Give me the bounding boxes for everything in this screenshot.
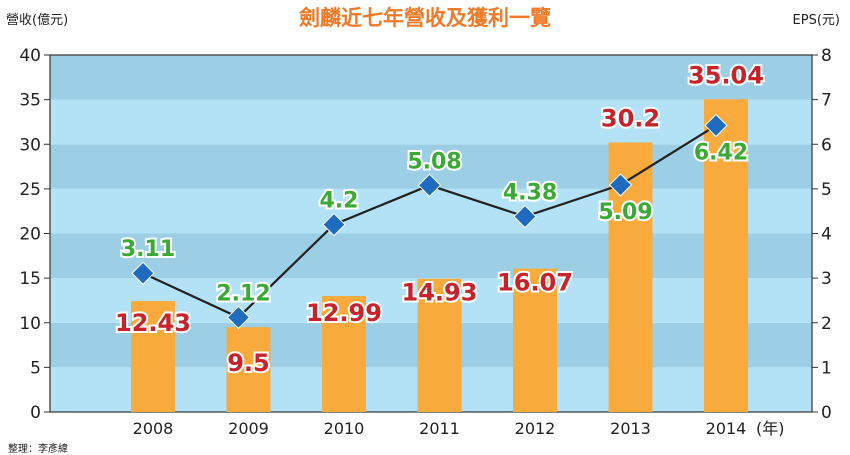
eps-data-label: 3.11 — [121, 237, 175, 262]
left-axis-tick-label: 25 — [19, 180, 41, 200]
revenue-bar — [226, 327, 271, 412]
eps-point — [417, 173, 442, 198]
revenue-data-label: 12.43 — [115, 309, 191, 337]
right-axis-tick-label: 8 — [821, 46, 832, 66]
right-axis-unit-label: EPS(元) — [793, 13, 840, 28]
revenue-data-label: 35.04 — [688, 61, 764, 89]
eps-point — [513, 204, 537, 229]
revenue-data-label: 16.07 — [497, 269, 573, 297]
eps-point — [226, 305, 251, 330]
right-axis-tick-label: 1 — [821, 358, 832, 378]
background-band — [50, 233, 812, 279]
eps-point — [322, 212, 346, 237]
eps-data-label: 4.38 — [503, 181, 557, 206]
eps-point — [608, 173, 633, 197]
eps-data-label: 4.2 — [320, 189, 359, 214]
background-band — [50, 55, 812, 100]
right-axis-tick-label: 0 — [821, 403, 832, 423]
eps-data-label: 5.09 — [598, 200, 652, 225]
x-axis-tick-label: 2012 — [515, 419, 556, 438]
right-axis-tick-label: 3 — [821, 269, 832, 289]
right-axis-tick-label: 7 — [821, 91, 832, 111]
right-axis-tick-label: 6 — [821, 135, 832, 155]
right-axis-tick-label: 5 — [821, 180, 832, 200]
eps-point — [704, 113, 728, 138]
revenue-data-label: 12.99 — [306, 299, 382, 327]
revenue-bar — [513, 268, 557, 412]
x-axis-tick-label: 2009 — [228, 419, 269, 438]
x-axis-tick-label: 2013 — [610, 419, 651, 438]
left-axis-tick-label: 20 — [19, 225, 41, 245]
chart-title: 劍麟近七年營收及獲利一覽 — [299, 6, 551, 30]
left-axis-tick-label: 30 — [19, 135, 41, 155]
eps-point — [131, 261, 155, 285]
x-axis-unit-label: (年) — [756, 419, 785, 438]
eps-data-label: 5.08 — [407, 149, 461, 174]
left-axis-tick-label: 10 — [19, 314, 41, 334]
background-band — [50, 188, 812, 234]
background-band — [50, 99, 812, 145]
right-axis-tick-label: 2 — [821, 314, 832, 334]
eps-data-label: 2.12 — [216, 281, 270, 306]
left-axis-tick-label: 35 — [19, 91, 41, 111]
left-axis-tick-label: 40 — [19, 46, 41, 66]
eps-data-label: 6.42 — [694, 141, 748, 166]
left-axis-tick-label: 5 — [30, 358, 41, 378]
x-axis-tick-label: 2014 — [706, 419, 747, 438]
left-axis-tick-label: 0 — [30, 403, 41, 423]
plot-area: 0 5 10 15 20 25 30 35 40 0 1 2 3 4 5 6 7 8 2008 2009 2010 201… — [19, 46, 831, 438]
left-axis-unit-label: 營收(億元) — [6, 12, 68, 28]
x-axis-tick-label: 2010 — [324, 419, 365, 438]
revenue-bar — [704, 99, 748, 412]
x-axis-tick-label: 2008 — [133, 419, 174, 438]
right-axis-tick-label: 4 — [821, 225, 832, 245]
source-credit: 整理：李彥緯 — [8, 442, 68, 455]
revenue-bar — [131, 301, 175, 412]
revenue-data-label: 9.5 — [227, 349, 270, 377]
revenue-data-label: 30.2 — [601, 104, 660, 132]
x-axis-tick-label: 2011 — [419, 419, 460, 438]
revenue-data-label: 14.93 — [402, 279, 478, 307]
revenue-bar — [417, 278, 462, 412]
revenue-bar — [322, 296, 366, 412]
left-axis-tick-label: 15 — [19, 269, 41, 289]
